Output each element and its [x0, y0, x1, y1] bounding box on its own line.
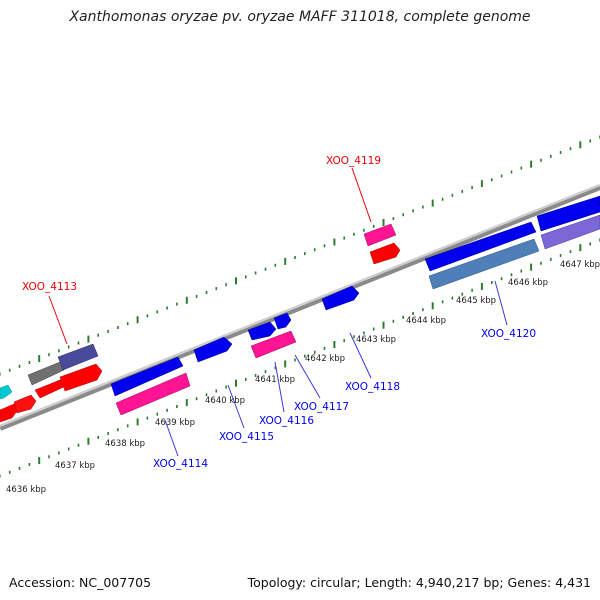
- gene-label-xoo-4114[interactable]: XOO_4114: [153, 458, 208, 470]
- gene-feature-red-4[interactable]: [59, 363, 103, 392]
- backbone-line: [0, 184, 600, 431]
- gene-xoo-4113[interactable]: [57, 343, 99, 371]
- scale-label: 4645 kbp: [456, 296, 496, 306]
- scale-label: 4644 kbp: [406, 316, 446, 326]
- gene-xoo-4119-red[interactable]: [369, 242, 401, 265]
- scale-label: 4646 kbp: [508, 278, 548, 288]
- backbone-highlight: [0, 184, 600, 427]
- gene-feature-cyan[interactable]: [0, 384, 13, 400]
- label-leaders: [48, 167, 508, 457]
- gene-xoo-4113-grey[interactable]: [27, 361, 65, 386]
- gene-feature-red-1[interactable]: [0, 403, 18, 423]
- leader-xoo-4113: [48, 295, 68, 345]
- gene-xoo-4114[interactable]: [115, 372, 191, 416]
- leader-xoo-4118: [349, 332, 372, 379]
- genome-summary-text: Topology: circular; Length: 4,940,217 bp…: [247, 575, 591, 590]
- leader-xoo-4117: [294, 354, 321, 399]
- gene-label-xoo-4113[interactable]: XOO_4113: [22, 281, 77, 293]
- gene-xoo-4115[interactable]: [193, 336, 233, 363]
- gene-features: [0, 195, 600, 423]
- scale-label: 4636 kbp: [6, 485, 46, 495]
- gene-xoo-4116[interactable]: [250, 330, 297, 359]
- gene-labels: XOO_4113 XOO_4119 XOO_4114 XOO_4115 XOO_…: [22, 155, 536, 470]
- genome-backbone: [0, 184, 600, 431]
- gene-feature-red-2[interactable]: [13, 394, 37, 414]
- genome-title: Xanthomonas oryzae pv. oryzae MAFF 31101…: [69, 9, 531, 25]
- leader-xoo-4114: [164, 419, 179, 457]
- leader-xoo-4116: [274, 361, 285, 413]
- gene-xoo-4120[interactable]: [428, 238, 540, 290]
- gene-label-xoo-4116[interactable]: XOO_4116: [259, 415, 314, 427]
- leader-xoo-4120: [494, 280, 508, 326]
- scale-label: 4643 kbp: [356, 335, 396, 345]
- scale-label: 4641 kbp: [255, 375, 295, 385]
- scale-label: 4647 kbp: [560, 260, 600, 270]
- gene-xoo-4118[interactable]: [321, 285, 360, 311]
- gene-label-xoo-4118[interactable]: XOO_4118: [345, 381, 400, 393]
- scale-label: 4639 kbp: [155, 418, 195, 428]
- leader-xoo-4115: [227, 384, 245, 429]
- gene-xoo-4117-blue[interactable]: [273, 312, 292, 330]
- gene-xoo-4120-blue[interactable]: [424, 221, 537, 272]
- gene-feature-purple-right[interactable]: [540, 214, 600, 250]
- scale-ticks: [0, 135, 600, 478]
- scale-label: 4638 kbp: [105, 439, 145, 449]
- gene-xoo-4114-blue[interactable]: [110, 356, 184, 397]
- gene-xoo-4119[interactable]: [363, 223, 397, 247]
- scale-label: 4642 kbp: [305, 354, 345, 364]
- gene-feature-blue-right[interactable]: [536, 195, 600, 232]
- gene-label-xoo-4119[interactable]: XOO_4119: [326, 155, 381, 167]
- gene-label-xoo-4117[interactable]: XOO_4117: [294, 401, 349, 413]
- leader-xoo-4119: [351, 167, 372, 223]
- scale-labels: 4636 kbp 4637 kbp 4638 kbp 4639 kbp 4640…: [6, 260, 600, 495]
- gene-xoo-4116-blue[interactable]: [247, 321, 277, 341]
- scale-label: 4640 kbp: [205, 396, 245, 406]
- gene-label-xoo-4120[interactable]: XOO_4120: [481, 328, 536, 340]
- accession-text: Accession: NC_007705: [9, 575, 152, 590]
- gene-label-xoo-4115[interactable]: XOO_4115: [219, 431, 274, 443]
- scale-label: 4637 kbp: [55, 461, 95, 471]
